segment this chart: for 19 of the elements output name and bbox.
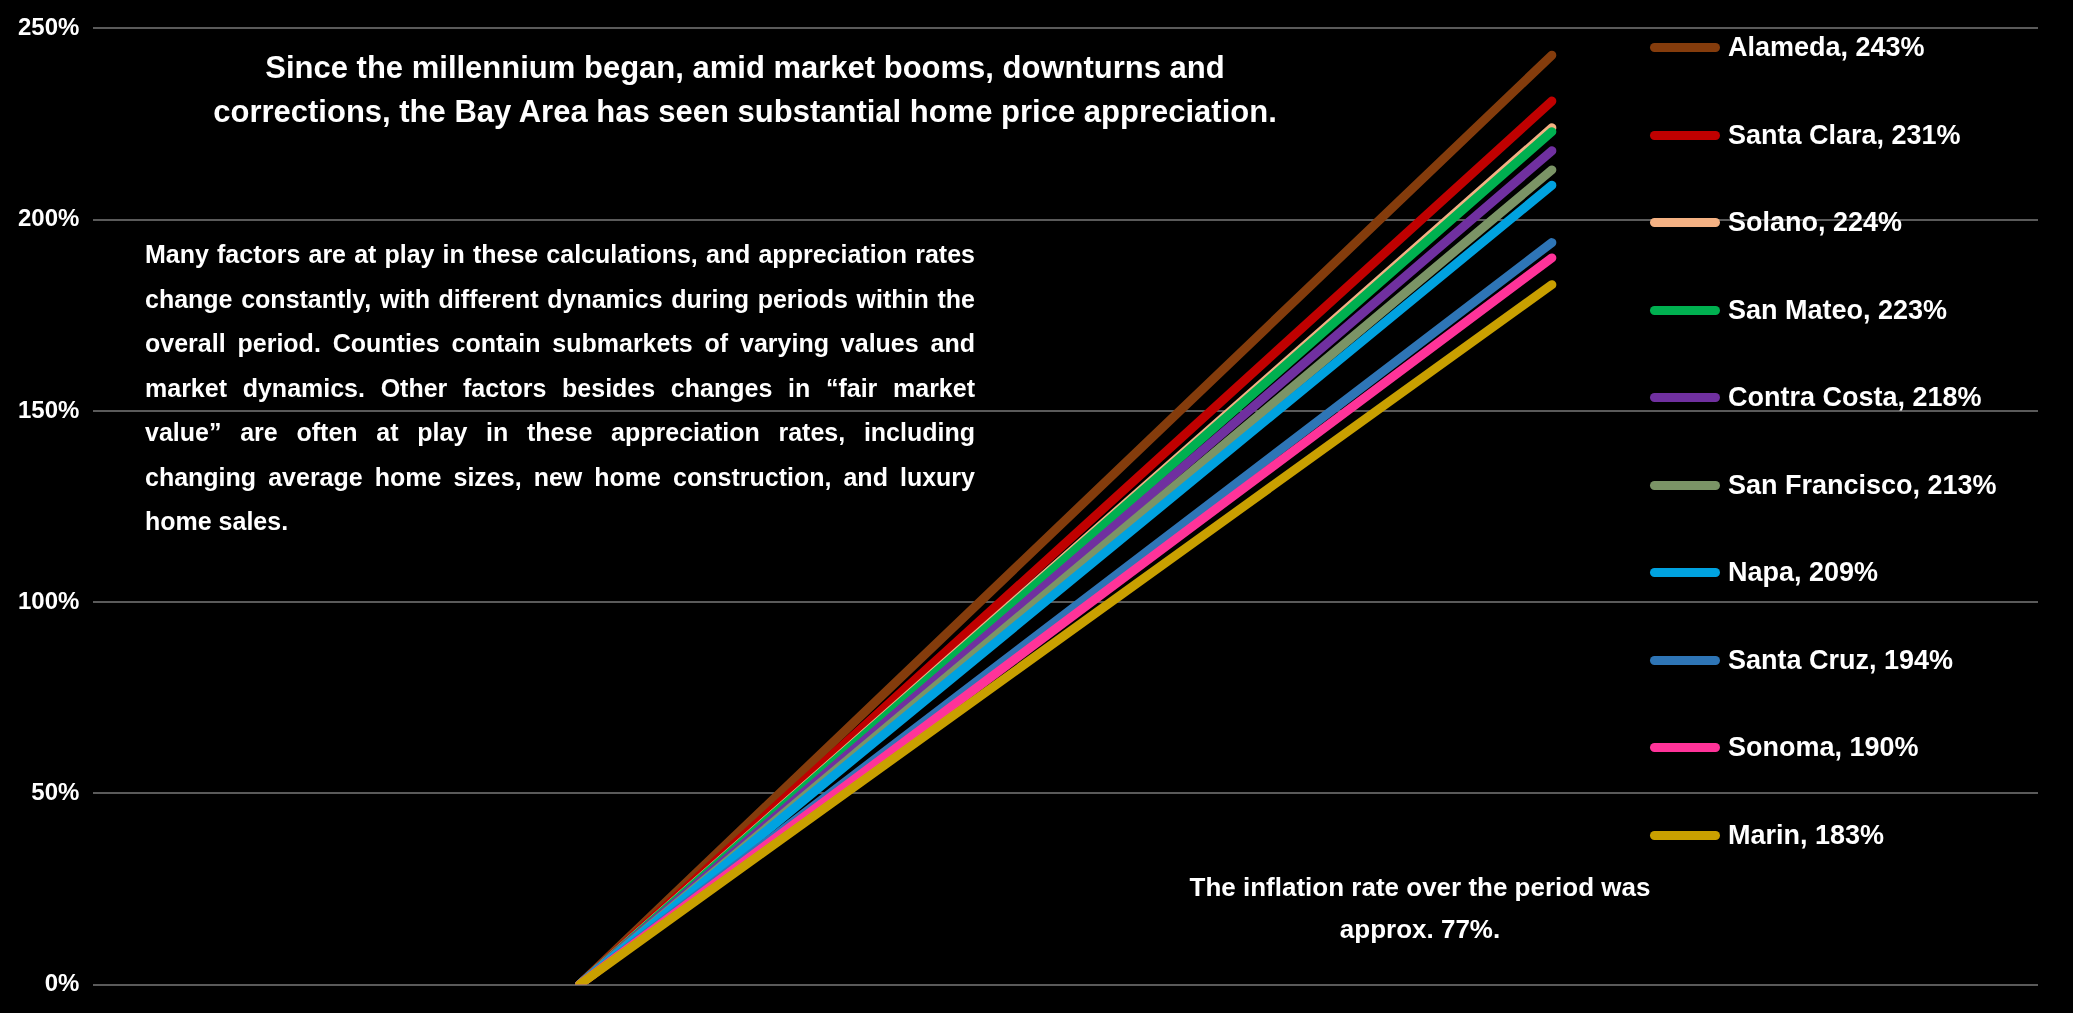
legend-label: Contra Costa, 218%: [1728, 382, 1982, 414]
legend-label: Marin, 183%: [1728, 819, 1885, 851]
legend-label: San Mateo, 223%: [1728, 294, 1948, 326]
legend-label: Alameda, 243%: [1728, 32, 1925, 64]
y-tick-label: 50%: [31, 777, 80, 805]
annotation: Many factors are at play in these calculations, and appreciation rates change constantly, with different dynamics during periods within the overall period. Counties contain submarkets of varying values and market dynamics. Other factors besides changes in “fair market value” are often at play in these appreciation rates, including changing average home sizes, new home construction, and luxury home sales.: [145, 239, 975, 537]
annotation: The inflation rate over the period was approx. 77%.: [1188, 871, 1652, 946]
legend-label: Sonoma, 190%: [1728, 732, 1919, 764]
y-tick-label: 250%: [17, 13, 80, 41]
legend-label: Solano, 224%: [1728, 207, 1903, 239]
legend-label: Napa, 209%: [1728, 557, 1879, 589]
legend-label: San Francisco, 213%: [1728, 469, 1997, 501]
y-tick-label: 100%: [17, 586, 80, 614]
legend-label: Santa Cruz, 194%: [1728, 644, 1954, 676]
y-tick-label: 150%: [17, 395, 80, 423]
text: Since the millennium began, amid market booms, downturns and corrections, the Bay Area has seen substantial home price appreciation.: [212, 49, 1278, 131]
legend-label: Santa Clara, 231%: [1728, 119, 1961, 151]
y-tick-label: 0%: [44, 969, 80, 997]
y-tick-label: 200%: [17, 204, 80, 232]
